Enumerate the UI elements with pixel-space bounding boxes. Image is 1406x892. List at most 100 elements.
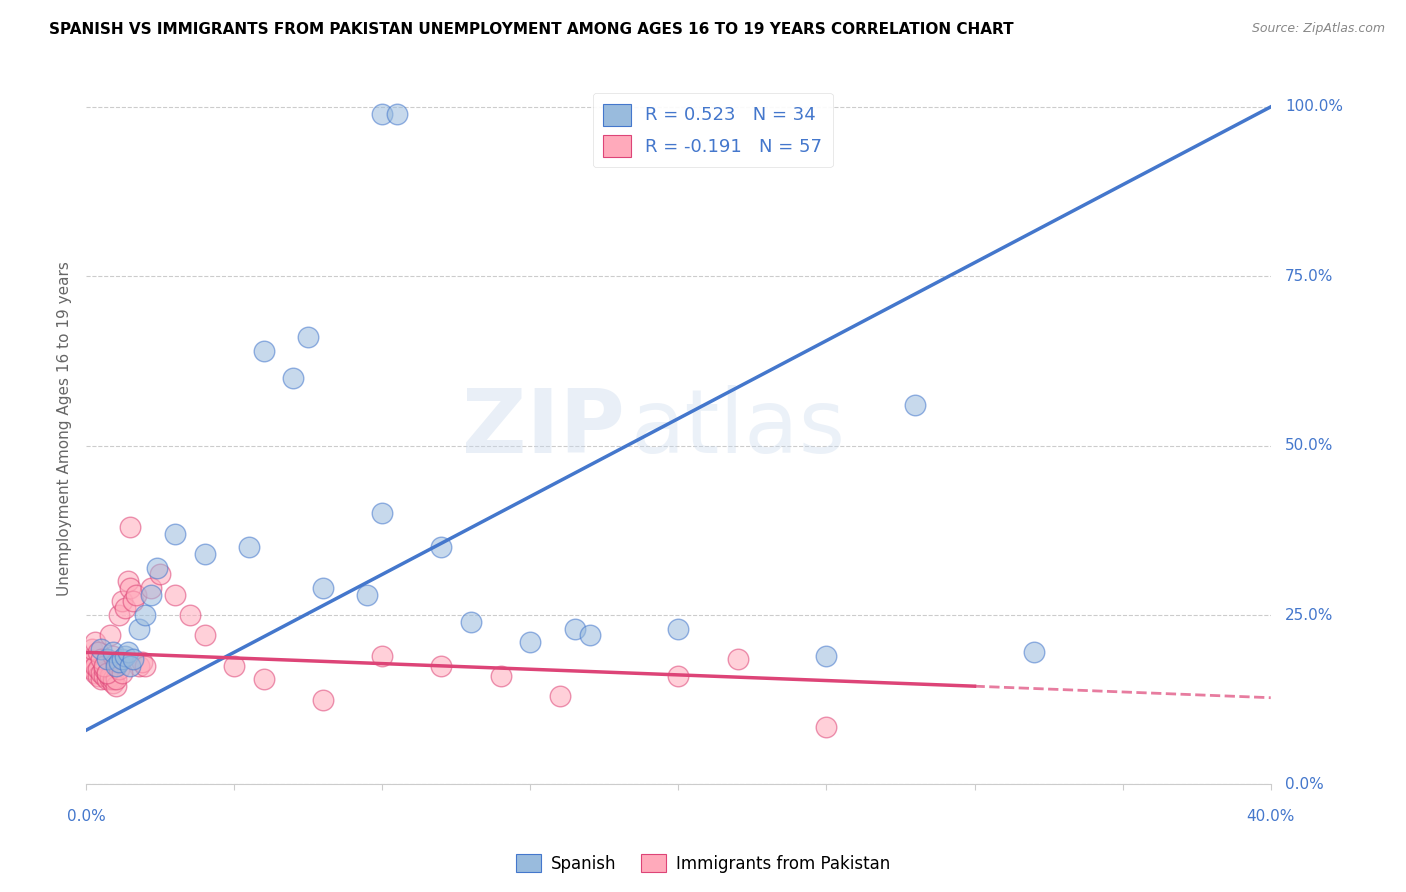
Point xyxy=(120,520,142,534)
Point xyxy=(80,641,103,656)
Point xyxy=(80,662,103,676)
Point xyxy=(93,669,115,683)
Point xyxy=(371,648,394,663)
Text: 100.0%: 100.0% xyxy=(1285,99,1343,114)
Point xyxy=(120,581,142,595)
Point xyxy=(90,673,112,687)
Point xyxy=(141,581,163,595)
Point xyxy=(193,547,215,561)
Point xyxy=(90,665,112,680)
Point xyxy=(283,371,305,385)
Point xyxy=(96,665,118,680)
Point xyxy=(460,615,482,629)
Point xyxy=(548,690,571,704)
Text: 0.0%: 0.0% xyxy=(66,809,105,824)
Point xyxy=(93,658,115,673)
Point xyxy=(141,588,163,602)
Point xyxy=(489,669,512,683)
Text: 50.0%: 50.0% xyxy=(1285,438,1333,453)
Point xyxy=(114,601,136,615)
Point xyxy=(149,567,172,582)
Point xyxy=(98,669,121,683)
Text: Source: ZipAtlas.com: Source: ZipAtlas.com xyxy=(1251,22,1385,36)
Point xyxy=(98,628,121,642)
Legend: R = 0.523   N = 34, R = -0.191   N = 57: R = 0.523 N = 34, R = -0.191 N = 57 xyxy=(593,93,832,168)
Point xyxy=(666,622,689,636)
Point xyxy=(104,673,127,687)
Point xyxy=(107,656,129,670)
Point xyxy=(578,628,600,642)
Point xyxy=(224,658,246,673)
Point xyxy=(815,720,838,734)
Point xyxy=(101,645,124,659)
Point xyxy=(101,673,124,687)
Point xyxy=(134,658,156,673)
Text: 0.0%: 0.0% xyxy=(1285,777,1323,792)
Point xyxy=(90,652,112,666)
Point xyxy=(87,645,110,659)
Point xyxy=(117,574,139,589)
Point xyxy=(134,608,156,623)
Point xyxy=(564,622,586,636)
Point xyxy=(146,560,169,574)
Legend: Spanish, Immigrants from Pakistan: Spanish, Immigrants from Pakistan xyxy=(509,847,897,880)
Point xyxy=(122,652,145,666)
Point xyxy=(77,658,100,673)
Point xyxy=(107,662,129,676)
Point xyxy=(84,635,107,649)
Point xyxy=(96,665,118,680)
Point xyxy=(193,628,215,642)
Point xyxy=(238,541,260,555)
Point xyxy=(114,648,136,663)
Point xyxy=(179,608,201,623)
Point xyxy=(101,675,124,690)
Point xyxy=(385,106,408,120)
Point xyxy=(312,581,335,595)
Point xyxy=(80,656,103,670)
Point xyxy=(87,669,110,683)
Point xyxy=(110,594,132,608)
Text: 75.0%: 75.0% xyxy=(1285,268,1333,284)
Text: 40.0%: 40.0% xyxy=(1247,809,1295,824)
Point xyxy=(163,588,186,602)
Point xyxy=(1022,645,1045,659)
Point xyxy=(815,648,838,663)
Text: 25.0%: 25.0% xyxy=(1285,607,1333,623)
Point xyxy=(666,669,689,683)
Point xyxy=(904,398,927,412)
Point xyxy=(253,343,276,358)
Point xyxy=(253,673,276,687)
Point xyxy=(101,648,124,663)
Point xyxy=(131,656,153,670)
Point xyxy=(430,658,453,673)
Point xyxy=(727,652,749,666)
Point xyxy=(96,673,118,687)
Point xyxy=(519,635,541,649)
Point xyxy=(90,641,112,656)
Point xyxy=(371,507,394,521)
Point xyxy=(128,658,150,673)
Point xyxy=(110,652,132,666)
Point xyxy=(77,652,100,666)
Text: ZIP: ZIP xyxy=(463,385,626,472)
Point xyxy=(84,665,107,680)
Point xyxy=(122,594,145,608)
Point xyxy=(117,645,139,659)
Text: SPANISH VS IMMIGRANTS FROM PAKISTAN UNEMPLOYMENT AMONG AGES 16 TO 19 YEARS CORRE: SPANISH VS IMMIGRANTS FROM PAKISTAN UNEM… xyxy=(49,22,1014,37)
Point xyxy=(87,662,110,676)
Point xyxy=(110,665,132,680)
Point xyxy=(107,608,129,623)
Point xyxy=(125,588,148,602)
Point xyxy=(104,656,127,670)
Point xyxy=(371,106,394,120)
Point xyxy=(93,662,115,676)
Text: atlas: atlas xyxy=(631,385,846,472)
Point xyxy=(104,679,127,693)
Point xyxy=(297,330,319,344)
Point xyxy=(120,658,142,673)
Point xyxy=(356,588,378,602)
Point xyxy=(312,692,335,706)
Point xyxy=(430,541,453,555)
Point xyxy=(98,673,121,687)
Point xyxy=(128,622,150,636)
